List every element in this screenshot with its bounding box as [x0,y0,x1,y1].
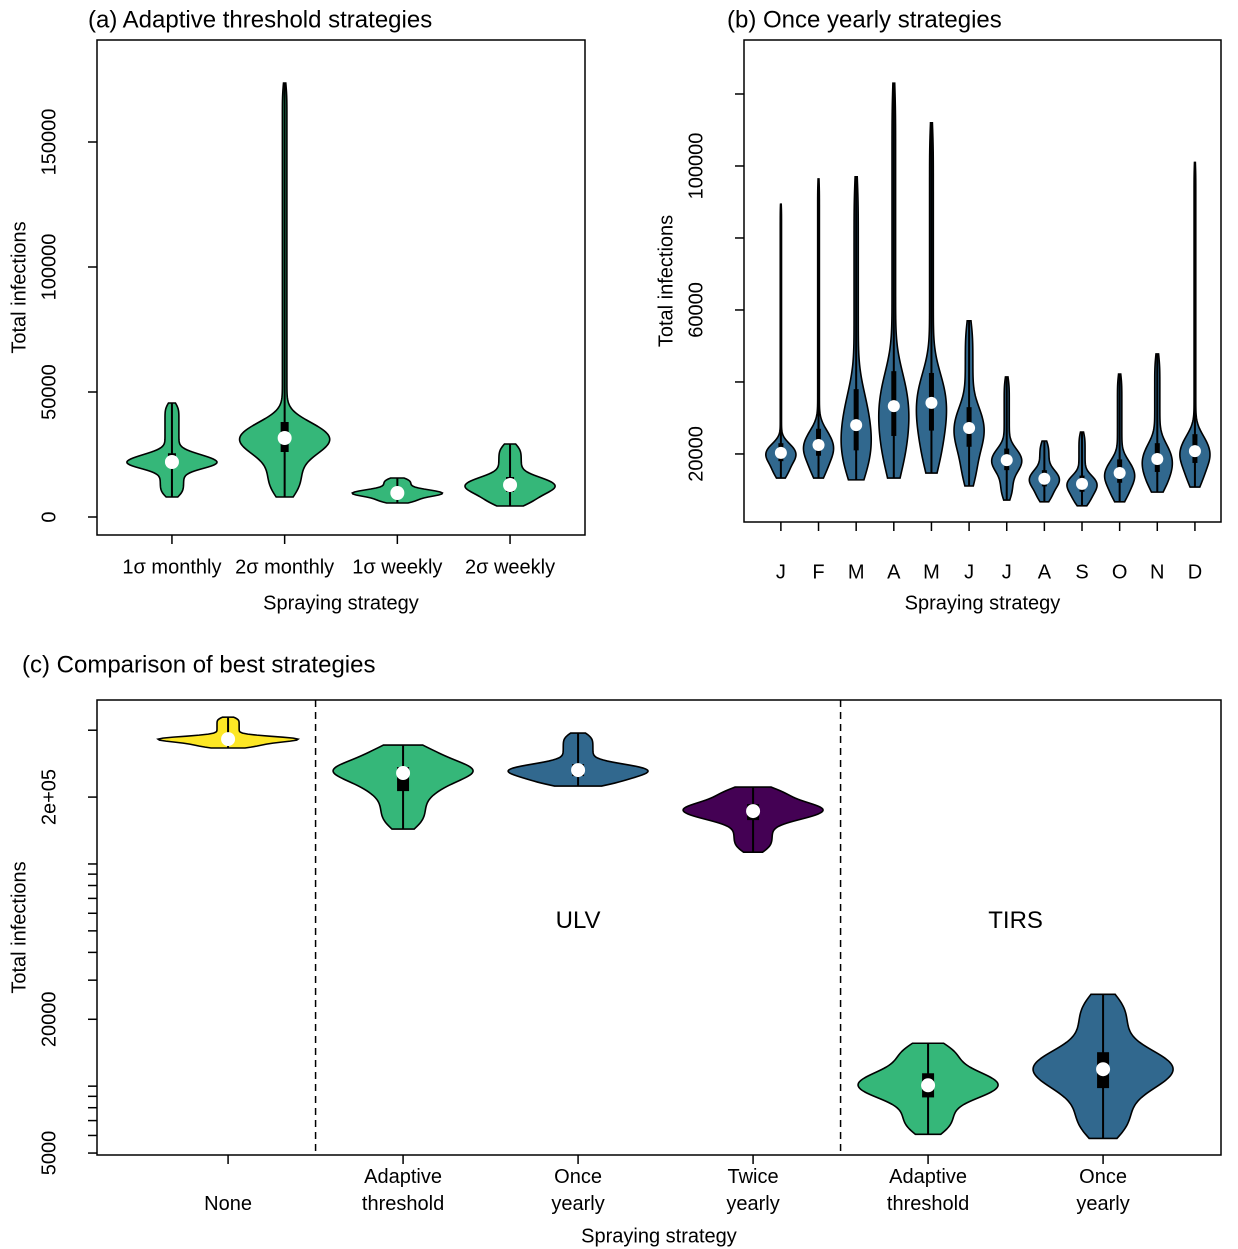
x-tick-label: Adaptive threshold [362,1166,444,1215]
y-tick-label: 60000 [685,282,707,338]
group-annotation: ULV [556,907,601,934]
median-dot [1076,477,1089,490]
median-dot [746,804,761,819]
median-dot [221,732,236,747]
median-dot [925,396,938,409]
median-dot [921,1078,936,1093]
median-dot [774,446,787,459]
x-tick-label: M [848,561,865,583]
x-axis-label: Spraying strategy [263,592,419,614]
group-annotation: TIRS [988,907,1043,934]
x-tick-label: A [887,561,901,583]
median-dot [1096,1062,1111,1077]
chart-title: (b) Once yearly strategies [727,6,1002,33]
median-dot [887,400,900,413]
chart-title: (a) Adaptive threshold strategies [88,6,432,33]
x-axis-label: Spraying strategy [581,1225,737,1247]
median-dot [812,438,825,451]
y-tick-label: 150000 [38,109,60,176]
x-tick-label: O [1112,561,1128,583]
x-tick-label: J [776,561,786,583]
x-tick-label: 2σ weekly [465,556,555,578]
y-tick-label: 20000 [38,991,60,1047]
median-dot [1113,467,1126,480]
x-tick-label: A [1038,561,1052,583]
median-dot [277,431,292,445]
plot-frame [743,39,1222,523]
median-dot [1000,454,1013,467]
x-tick-label: 1σ monthly [122,556,221,578]
x-tick-label: None [204,1193,252,1215]
x-axis-label: Spraying strategy [905,592,1061,614]
y-tick-label: 2e+05 [38,769,60,825]
y-tick-label: 50000 [38,364,60,420]
x-tick-label: Once yearly [551,1166,604,1215]
x-tick-label: S [1075,561,1088,583]
x-tick-label: J [964,561,974,583]
median-dot [1038,472,1051,485]
median-dot [963,422,976,435]
y-axis-label: Total infections [8,861,30,993]
median-dot [850,419,863,432]
median-dot [390,486,405,500]
x-tick-label: Adaptive threshold [887,1166,969,1215]
y-tick-label: 100000 [38,234,60,301]
plot-frame [96,39,586,536]
median-dot [164,455,179,469]
x-tick-label: F [812,561,824,583]
y-tick-label: 100000 [685,133,707,200]
x-tick-label: N [1150,561,1164,583]
x-tick-label: D [1188,561,1202,583]
median-dot [1188,445,1201,458]
median-dot [1151,453,1164,466]
chart-title: (c) Comparison of best strategies [22,651,375,678]
median-dot [571,763,586,778]
y-axis-label: Total infections [8,221,30,353]
x-tick-label: 2σ monthly [235,556,334,578]
x-tick-label: Twice yearly [726,1166,779,1215]
y-axis-label: Total infections [655,215,677,347]
median-dot [396,766,411,781]
y-tick-label: 0 [38,511,60,522]
y-tick-label: 20000 [685,426,707,482]
y-tick-label: 5000 [38,1131,60,1176]
x-tick-label: Once yearly [1076,1166,1129,1215]
plot-frame [96,699,1222,1156]
median-dot [503,478,518,492]
x-tick-label: M [923,561,940,583]
x-tick-label: 1σ weekly [352,556,442,578]
x-tick-label: J [1002,561,1012,583]
